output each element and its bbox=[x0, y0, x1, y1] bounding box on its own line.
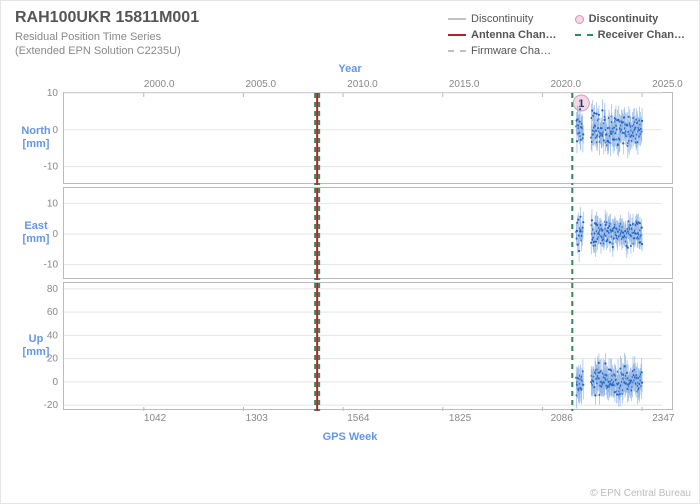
line-icon bbox=[448, 18, 466, 20]
legend-label: Discontinuity bbox=[471, 13, 533, 25]
bottom-x-label: GPS Week bbox=[1, 431, 699, 443]
header: RAH100UKR 15811M001 Residual Position Ti… bbox=[1, 1, 699, 61]
dot-icon bbox=[575, 15, 584, 24]
plot-area: -20020406080 bbox=[63, 282, 673, 410]
legend: Discontinuity Discontinuity Antenna Chan… bbox=[448, 9, 685, 59]
legend-firmware: Firmware Cha… bbox=[448, 44, 557, 58]
svg-text:60: 60 bbox=[47, 307, 59, 318]
x-tick: 2025.0 bbox=[652, 79, 653, 90]
x-tick: 2015.0 bbox=[449, 79, 450, 90]
legend-label: Firmware Cha… bbox=[471, 45, 551, 57]
top-x-label: Year bbox=[1, 63, 699, 75]
x-tick: 2005.0 bbox=[246, 79, 247, 90]
line-icon bbox=[448, 50, 466, 52]
panel-east: East[mm]-10010 bbox=[63, 187, 673, 279]
line-icon bbox=[448, 34, 466, 36]
svg-text:0: 0 bbox=[52, 124, 58, 135]
x-tick: 2347 bbox=[652, 413, 653, 424]
legend-disc-line: Discontinuity bbox=[448, 12, 557, 26]
subtitle-line1: Residual Position Time Series bbox=[15, 31, 161, 43]
y-label: East[mm] bbox=[15, 220, 57, 245]
x-tick: 1825 bbox=[449, 413, 450, 424]
x-tick: 1042 bbox=[144, 413, 145, 424]
footer-credit: © EPN Central Bureau bbox=[590, 488, 691, 499]
x-tick: 1564 bbox=[347, 413, 348, 424]
title-block: RAH100UKR 15811M001 Residual Position Ti… bbox=[15, 9, 448, 59]
chart-container: RAH100UKR 15811M001 Residual Position Ti… bbox=[0, 0, 700, 504]
legend-label: Antenna Chan… bbox=[471, 29, 557, 41]
legend-label: Discontinuity bbox=[589, 13, 659, 25]
legend-disc-dot: Discontinuity bbox=[575, 12, 685, 26]
x-tick: 2020.0 bbox=[551, 79, 552, 90]
svg-text:10: 10 bbox=[47, 198, 59, 209]
legend-label: Receiver Chan… bbox=[598, 29, 685, 41]
legend-antenna: Antenna Chan… bbox=[448, 28, 557, 42]
svg-text:0: 0 bbox=[52, 229, 58, 240]
svg-text:1: 1 bbox=[578, 98, 584, 110]
x-tick: 1303 bbox=[246, 413, 247, 424]
y-label: North[mm] bbox=[15, 125, 57, 150]
subtitle-line2: (Extended EPN Solution C2235U) bbox=[15, 45, 181, 57]
chart-subtitle: Residual Position Time Series (Extended … bbox=[15, 30, 448, 59]
x-tick: 2010.0 bbox=[347, 79, 348, 90]
panels-area: 2000.0 2005.0 2010.0 2015.0 2020.0 2025.0 Nor… bbox=[1, 75, 699, 425]
svg-text:10: 10 bbox=[47, 88, 59, 99]
panel-north: North[mm]-100101 bbox=[63, 92, 673, 184]
svg-text:80: 80 bbox=[47, 283, 59, 294]
plot-area: -10010 bbox=[63, 187, 673, 279]
svg-text:-10: -10 bbox=[44, 161, 59, 172]
svg-text:40: 40 bbox=[47, 330, 59, 341]
svg-text:-10: -10 bbox=[44, 259, 59, 270]
bottom-x-ticks: 1042 1303 1564 1825 2086 2347 bbox=[63, 413, 673, 425]
chart-title: RAH100UKR 15811M001 bbox=[15, 9, 448, 27]
svg-text:0: 0 bbox=[52, 377, 58, 388]
panel-up: Up[mm]-20020406080 bbox=[63, 282, 673, 410]
x-tick: 2086 bbox=[551, 413, 552, 424]
legend-receiver: Receiver Chan… bbox=[575, 28, 685, 42]
svg-text:20: 20 bbox=[47, 353, 59, 364]
line-icon bbox=[575, 34, 593, 36]
top-x-ticks: 2000.0 2005.0 2010.0 2015.0 2020.0 2025.0 bbox=[63, 79, 673, 91]
x-tick: 2000.0 bbox=[144, 79, 145, 90]
svg-text:-20: -20 bbox=[44, 400, 59, 411]
plot-area: -100101 bbox=[63, 92, 673, 184]
